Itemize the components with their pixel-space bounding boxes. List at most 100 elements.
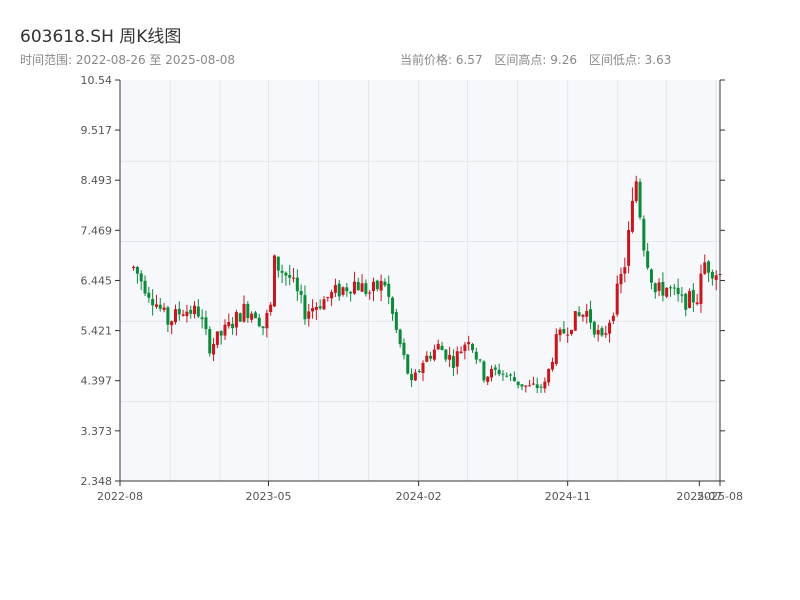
time-range-label: 时间范围: 2022-08-26 至 2025-08-08 [20, 53, 235, 67]
candle-body [368, 292, 372, 294]
candle [326, 296, 330, 302]
candle [691, 283, 695, 313]
candle-body [234, 311, 238, 328]
candle [646, 243, 650, 270]
candles [132, 175, 722, 394]
candle-body [379, 280, 383, 291]
candle-body [543, 381, 547, 389]
candle-body [139, 273, 143, 282]
x-tick-label: 2025-07 [676, 490, 722, 503]
candle [569, 329, 573, 336]
candle-body [703, 262, 707, 274]
y-axis-ticks: 2.348 3.373 4.397 5.421 6.445 7.469 8.493 9.517… [81, 74, 725, 488]
candle [459, 346, 463, 354]
candle-body [608, 322, 612, 334]
candle-body [482, 361, 486, 381]
x-tick-label: 2024-11 [545, 490, 591, 503]
candle [375, 279, 379, 292]
candle-body [535, 384, 539, 389]
candle [623, 257, 627, 283]
candle [238, 312, 242, 322]
candle-body [451, 356, 455, 368]
candle-body [474, 351, 478, 360]
candle-body [173, 309, 177, 323]
candle-body [345, 287, 349, 292]
candle-body [509, 374, 513, 376]
candle-body [219, 331, 223, 336]
candle [379, 274, 383, 302]
candle-body [566, 334, 570, 336]
candle [303, 285, 307, 325]
candle-body [448, 354, 452, 360]
candle-body [547, 369, 551, 383]
candle-body [436, 343, 440, 350]
candle-body [269, 304, 273, 313]
candle [135, 266, 139, 284]
candle-body [707, 261, 711, 273]
candle [352, 271, 356, 295]
candle-body [200, 317, 204, 320]
candle-body [330, 292, 334, 299]
candle [356, 277, 360, 291]
candle-body [246, 303, 250, 319]
candle [147, 286, 151, 303]
candle [493, 364, 497, 376]
candle-body [360, 283, 364, 292]
candle [276, 256, 280, 278]
candle [413, 369, 417, 381]
candle [417, 369, 421, 374]
candle [223, 319, 227, 340]
candle [520, 384, 524, 391]
candle-body [615, 283, 619, 315]
candle [143, 275, 147, 297]
chart-title: 603618.SH 周K线图 [20, 27, 182, 47]
candle [642, 215, 646, 257]
candle-body [516, 381, 520, 386]
candle-body [478, 359, 482, 361]
candle [600, 326, 604, 337]
candle-body [143, 280, 147, 294]
candle-body [672, 287, 676, 289]
candle [132, 265, 136, 271]
candle [288, 264, 292, 286]
candle [196, 299, 200, 318]
candle-body [193, 305, 197, 315]
candle [512, 371, 516, 382]
candle-body [695, 302, 699, 305]
candle [505, 372, 509, 378]
candle [425, 351, 429, 363]
candle [193, 301, 197, 319]
candle-body [653, 283, 657, 293]
candle [657, 278, 661, 297]
candle-body [132, 266, 136, 269]
candle-body [497, 369, 501, 375]
candle-body [661, 281, 665, 296]
candle-body [177, 308, 181, 315]
candle-body [642, 218, 646, 251]
candle [265, 309, 269, 338]
candle-body [550, 361, 554, 370]
candle-body [208, 329, 212, 354]
candle [589, 300, 593, 330]
candle [699, 264, 703, 313]
candle [371, 277, 375, 302]
candle [668, 285, 672, 297]
candle-body [170, 321, 174, 326]
candle [364, 279, 368, 297]
candle [166, 305, 170, 333]
candle [295, 269, 299, 301]
candle-body [649, 269, 653, 283]
candle-body [486, 376, 490, 382]
x-tick-label: 2024-02 [396, 490, 442, 503]
candle [242, 295, 246, 324]
candle-body [425, 355, 429, 362]
candle-body [676, 287, 680, 295]
candle-body [410, 374, 414, 381]
y-tick-label: 4.397 [81, 375, 113, 388]
candle [402, 338, 406, 360]
candle [463, 341, 467, 360]
candle [280, 264, 284, 284]
candle-body [341, 287, 345, 295]
candle-body [577, 312, 581, 316]
candle-body [558, 329, 562, 336]
